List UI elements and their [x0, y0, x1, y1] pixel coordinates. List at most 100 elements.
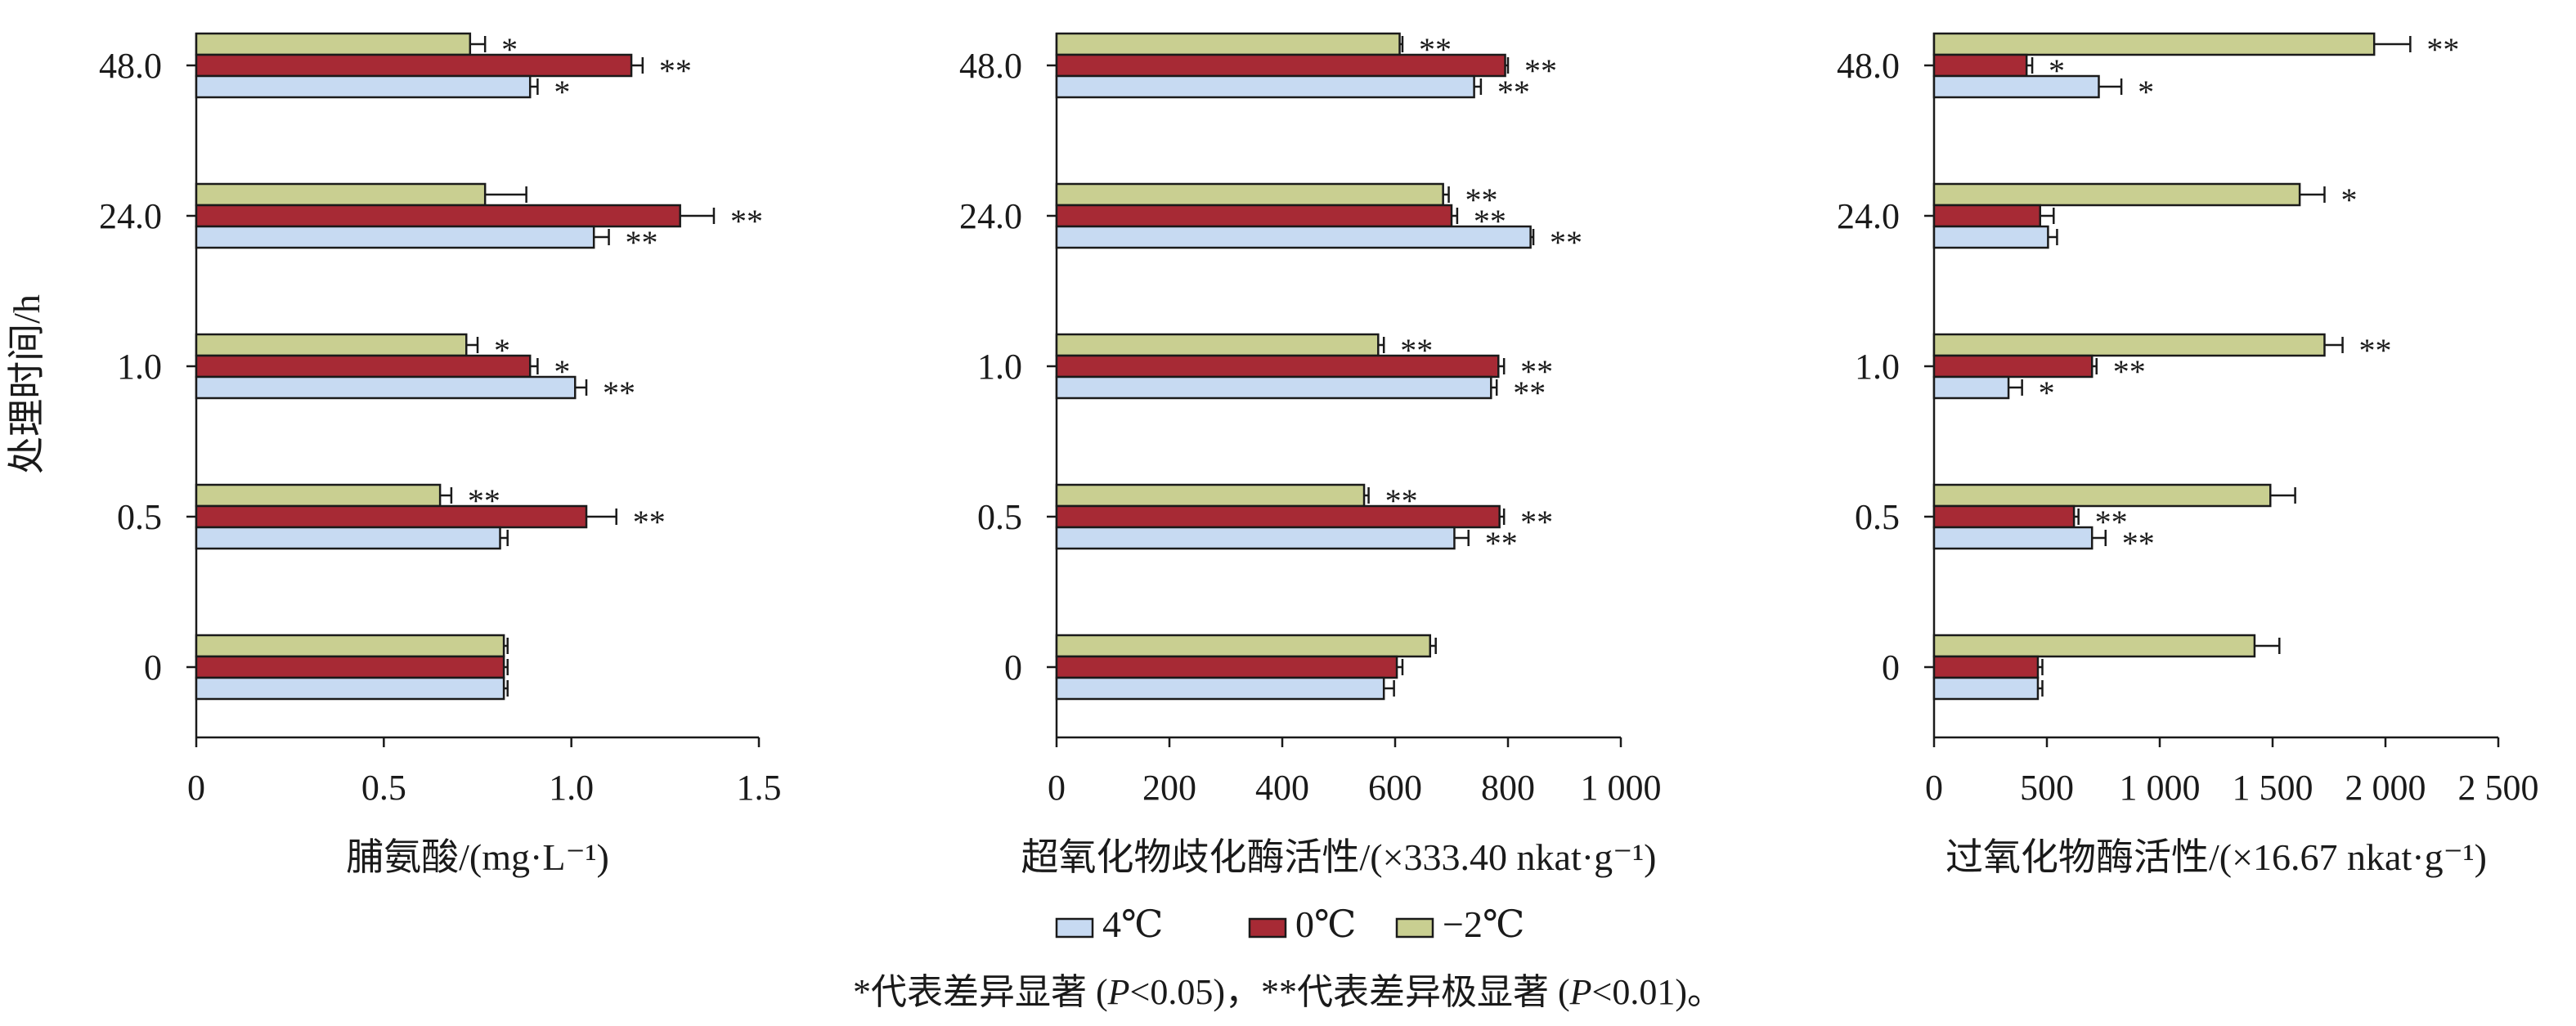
note-p-italic-2: P: [1569, 972, 1592, 1012]
legend: 4℃ 0℃ −2℃: [1055, 903, 1524, 945]
significance-mark: **: [1550, 224, 1582, 261]
panel-3: 0 500 1 000 1 500 2 000 2 500 过氧化物酶活性/(×16.67 …: [1837, 31, 2539, 878]
significance-mark: **: [2095, 504, 2128, 540]
bar: [1932, 655, 2040, 679]
x-tick-label: 0.5: [361, 768, 406, 808]
legend-swatch: [1395, 917, 1434, 939]
y-tick-label: 0.5: [1855, 497, 1900, 537]
bar: [195, 354, 532, 379]
bar: [195, 53, 633, 78]
bar: [1055, 53, 1506, 78]
significance-mark: **: [1497, 74, 1530, 110]
y-tick-label: 0.5: [977, 497, 1022, 537]
bar: [1055, 655, 1398, 679]
bar: [1932, 32, 2376, 56]
x-axis-title: 脯氨酸/(mg·L⁻¹): [346, 836, 609, 878]
legend-label: 0℃: [1295, 903, 1356, 945]
bar: [1055, 504, 1501, 529]
significance-mark: *: [554, 74, 570, 110]
bar: [1932, 182, 2301, 207]
bar: [1932, 354, 2094, 379]
bar: [195, 655, 505, 679]
y-axis-title: 处理时间/h: [6, 294, 47, 474]
y-tick-label: 24.0: [99, 196, 162, 236]
significance-mark: **: [626, 224, 658, 261]
x-tick-label: 200: [1142, 768, 1196, 808]
bar: [1055, 354, 1500, 379]
legend-label: −2℃: [1443, 903, 1524, 945]
legend-swatch: [1055, 917, 1094, 939]
note-part-5: <0.01)。: [1592, 972, 1723, 1012]
y-tick-label: 24.0: [959, 196, 1022, 236]
x-axis-title: 超氧化物歧化酶活性/(×333.40 nkat·g⁻¹): [1021, 836, 1657, 878]
significance-note: *代表差异显著 (P<0.05)，**代表差异极显著 (P<0.01)。: [853, 972, 1723, 1012]
bar: [1932, 483, 2272, 508]
bar: [1055, 225, 1532, 249]
significance-mark: **: [1513, 374, 1546, 411]
legend-label: 4℃: [1102, 903, 1163, 945]
significance-mark: **: [633, 504, 666, 540]
x-tick-label: 500: [2020, 768, 2074, 808]
bar: [1932, 74, 2100, 99]
x-tick-label: 1 500: [2233, 768, 2313, 808]
y-tick-label: 0: [1882, 647, 1900, 688]
x-tick-label: 2 500: [2458, 768, 2539, 808]
significance-mark: *: [2039, 374, 2055, 411]
y-tick-label: 24.0: [1837, 196, 1900, 236]
significance-mark: *: [2340, 181, 2357, 218]
y-tick-label: 48.0: [99, 46, 162, 86]
significance-mark: **: [1520, 504, 1553, 540]
bar: [1055, 526, 1456, 550]
significance-mark: **: [2359, 332, 2392, 369]
bar: [1055, 333, 1380, 357]
bar: [1055, 182, 1444, 207]
bar: [1932, 204, 2041, 228]
x-axis-title: 过氧化物酶活性/(×16.67 nkat·g⁻¹): [1945, 836, 2487, 878]
significance-mark: **: [2113, 353, 2146, 390]
y-tick-label: 1.0: [1855, 347, 1900, 387]
x-tick-label: 1.0: [549, 768, 594, 808]
bar: [195, 182, 487, 207]
bar: [195, 504, 588, 529]
bar: [195, 333, 468, 357]
significance-mark: **: [659, 52, 692, 89]
significance-mark: **: [1465, 181, 1498, 218]
y-tick-label: 48.0: [1837, 46, 1900, 86]
significance-mark: **: [1520, 353, 1553, 390]
bar: [1932, 634, 2256, 658]
legend-swatch: [1248, 917, 1287, 939]
x-tick-label: 400: [1255, 768, 1309, 808]
bar: [1932, 526, 2094, 550]
significance-mark: **: [2426, 31, 2459, 68]
bar: [1055, 74, 1475, 99]
note-part-3: <0.05)，**代表差异极显著 (: [1130, 972, 1570, 1012]
significance-mark: **: [2122, 525, 2155, 562]
significance-mark: **: [1485, 525, 1518, 562]
x-tick-label: 0: [1048, 768, 1066, 808]
y-tick-label: 0: [1004, 647, 1022, 688]
x-tick-label: 2 000: [2345, 768, 2426, 808]
bar: [1055, 676, 1385, 701]
bar: [1055, 375, 1492, 400]
x-tick-label: 0: [187, 768, 205, 808]
bar: [195, 375, 577, 400]
note-p-italic-1: P: [1107, 972, 1130, 1012]
panel-1: 0 0.5 1.0 1.5 脯氨酸/(mg·L⁻¹) 0 0.5 ** ** 1.0 ** ** 24.…: [99, 31, 782, 878]
y-tick-label: 1.0: [977, 347, 1022, 387]
bar: [1055, 483, 1366, 508]
significance-mark: **: [603, 374, 635, 411]
x-tick-label: 1 000: [2120, 768, 2201, 808]
bar: [195, 204, 681, 228]
bar: [1932, 504, 2076, 529]
significance-mark: *: [2138, 74, 2154, 110]
y-tick-label: 1.0: [117, 347, 162, 387]
x-tick-label: 0: [1925, 768, 1943, 808]
x-tick-label: 1.5: [737, 768, 782, 808]
significance-mark: **: [1524, 52, 1557, 89]
x-tick-label: 800: [1481, 768, 1535, 808]
y-tick-label: 48.0: [959, 46, 1022, 86]
bar: [1055, 32, 1401, 56]
bar: [195, 526, 501, 550]
bar: [1055, 204, 1453, 228]
